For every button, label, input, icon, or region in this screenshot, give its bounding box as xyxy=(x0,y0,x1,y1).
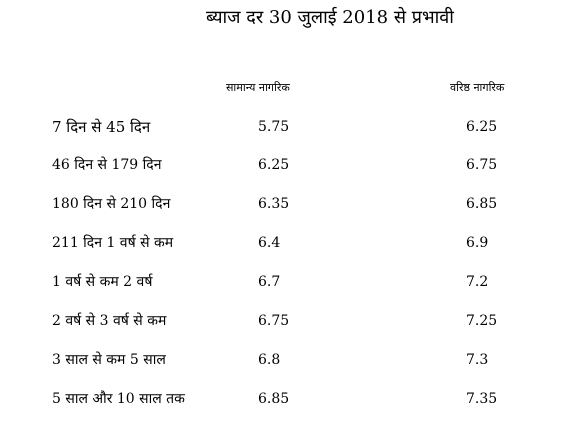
column-header-senior-citizen: वरिष्ठ नागरिक xyxy=(450,81,505,94)
term-cell: 3 साल से कम 5 साल xyxy=(52,352,166,368)
column-header-general-citizen: सामान्य नागरिक xyxy=(226,81,290,94)
table-row: 7 दिन से 45 दिन 5.75 6.25 xyxy=(0,115,574,139)
general-rate-cell: 6.7 xyxy=(258,274,281,290)
page-title: ब्याज दर 30 जुलाई 2018 से प्रभावी xyxy=(206,7,454,28)
general-rate-cell: 6.75 xyxy=(258,313,290,329)
senior-rate-cell: 7.3 xyxy=(466,352,489,368)
table-row: 3 साल से कम 5 साल 6.8 7.3 xyxy=(0,348,574,372)
general-rate-cell: 6.8 xyxy=(258,352,281,368)
general-rate-cell: 6.25 xyxy=(258,157,290,173)
senior-rate-cell: 6.25 xyxy=(466,119,498,135)
term-cell: 180 दिन से 210 दिन xyxy=(52,196,171,212)
senior-rate-cell: 6.9 xyxy=(466,235,489,251)
table-row: 2 वर्ष से 3 वर्ष से कम 6.75 7.25 xyxy=(0,309,574,333)
term-cell: 5 साल और 10 साल तक xyxy=(52,391,185,407)
general-rate-cell: 5.75 xyxy=(258,119,290,135)
table-row: 1 वर्ष से कम 2 वर्ष 6.7 7.2 xyxy=(0,270,574,294)
term-cell: 46 दिन से 179 दिन xyxy=(52,157,162,173)
table-row: 46 दिन से 179 दिन 6.25 6.75 xyxy=(0,153,574,177)
senior-rate-cell: 6.85 xyxy=(466,196,498,212)
term-cell: 7 दिन से 45 दिन xyxy=(52,118,151,136)
senior-rate-cell: 7.2 xyxy=(466,274,489,290)
senior-rate-cell: 6.75 xyxy=(466,157,498,173)
general-rate-cell: 6.4 xyxy=(258,235,281,251)
table-row: 211 दिन 1 वर्ष से कम 6.4 6.9 xyxy=(0,231,574,255)
term-cell: 1 वर्ष से कम 2 वर्ष xyxy=(52,274,153,290)
general-rate-cell: 6.85 xyxy=(258,391,290,407)
senior-rate-cell: 7.35 xyxy=(466,391,498,407)
table-row: 5 साल और 10 साल तक 6.85 7.35 xyxy=(0,387,574,411)
general-rate-cell: 6.35 xyxy=(258,196,290,212)
senior-rate-cell: 7.25 xyxy=(466,313,498,329)
term-cell: 2 वर्ष से 3 वर्ष से कम xyxy=(52,313,167,329)
table-row: 180 दिन से 210 दिन 6.35 6.85 xyxy=(0,192,574,216)
term-cell: 211 दिन 1 वर्ष से कम xyxy=(52,235,174,251)
